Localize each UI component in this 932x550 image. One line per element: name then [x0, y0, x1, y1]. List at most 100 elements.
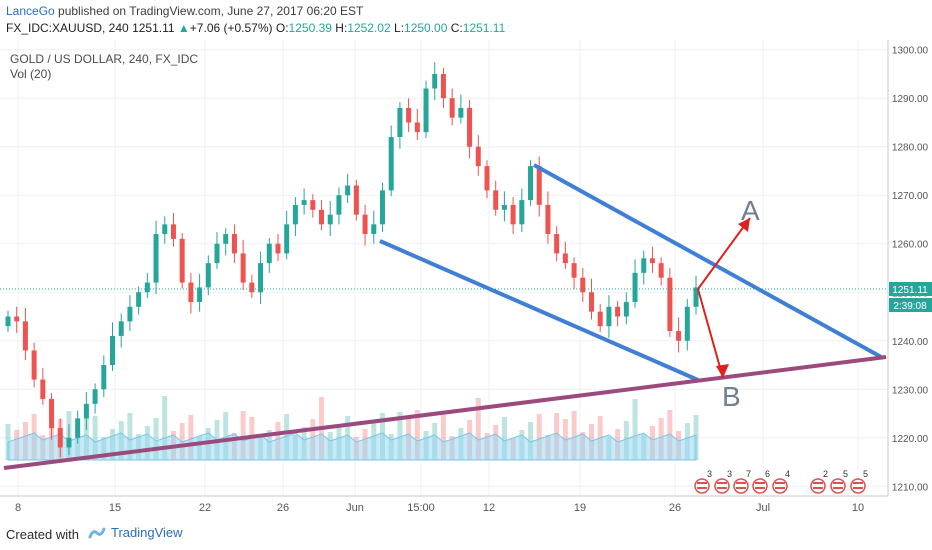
price-axis[interactable]	[888, 40, 932, 518]
candle-body	[440, 73, 446, 99]
candle-body	[519, 200, 525, 225]
candle-body	[83, 403, 89, 419]
symbol-label[interactable]: FX_IDC:XAUUSD, 240	[6, 21, 129, 35]
price-change: +7.06 (+0.57%)	[189, 21, 273, 35]
candle-body	[667, 277, 673, 332]
candle-body	[658, 263, 664, 278]
us-flag-event-icon[interactable]	[810, 478, 826, 494]
candle-body	[597, 311, 603, 327]
channel-lower-line[interactable]	[379, 239, 699, 382]
economic-events: 3 3 7 6 4 2 5 5	[694, 469, 868, 494]
arrow-down-head-icon	[716, 364, 729, 378]
chart-legend-title: GOLD / US DOLLAR, 240, FX_IDC	[10, 52, 198, 66]
candle-body	[310, 200, 316, 210]
event-count: 2	[823, 469, 828, 479]
volume-bar	[153, 418, 159, 460]
candle-body	[580, 277, 586, 293]
candle-body	[75, 418, 81, 438]
volume-bar	[501, 417, 507, 460]
tradingview-brand[interactable]: TradingView	[88, 525, 183, 540]
volume-indicator-label[interactable]: Vol (20)	[10, 67, 51, 81]
us-flag-event-icon[interactable]	[714, 478, 730, 494]
low-label: L:	[394, 21, 405, 35]
arrow-up-head-icon	[738, 218, 750, 232]
flag-stripe	[736, 482, 746, 484]
flag-stripe	[813, 482, 823, 484]
candle-body	[484, 166, 490, 191]
candle-body	[292, 204, 298, 225]
candle-body	[449, 98, 455, 118]
volume-bar	[440, 415, 446, 460]
us-flag-event-icon[interactable]	[694, 478, 710, 494]
volume-bar	[571, 411, 577, 460]
price-tick-label: 1230.00	[892, 385, 929, 396]
volume-bar	[188, 415, 194, 460]
candle-body	[571, 263, 577, 278]
flag-stripe	[833, 487, 843, 489]
candle-body	[475, 146, 481, 167]
time-tick-label: Jul	[756, 502, 770, 514]
time-tick-label: 15	[109, 502, 121, 514]
volume-bar	[162, 396, 168, 460]
time-tick-label: 26	[669, 502, 681, 514]
candle-body	[432, 73, 438, 89]
flag-stripe	[755, 482, 765, 484]
price-chart[interactable]: A B GOLD / US DOLLAR, 240, FX_IDC Vol (2…	[0, 40, 932, 518]
us-flag-event-icon[interactable]	[830, 478, 846, 494]
us-flag-event-icon[interactable]	[850, 478, 866, 494]
candle-body	[127, 306, 133, 322]
candle-body	[588, 292, 594, 312]
volume-bar	[414, 410, 420, 460]
label-a: A	[741, 195, 760, 226]
candle-body	[379, 190, 385, 225]
candle-body	[676, 331, 682, 341]
flag-stripe	[717, 487, 727, 489]
candlesticks	[5, 62, 699, 458]
candle-body	[275, 243, 281, 254]
candle-body	[458, 107, 464, 118]
us-flag-event-icon[interactable]	[772, 478, 788, 494]
candle-body	[14, 316, 20, 322]
arrow-down-line[interactable]	[697, 288, 724, 379]
candle-body	[319, 209, 325, 225]
arrow-up-line[interactable]	[697, 217, 751, 290]
volume-bar	[632, 399, 638, 460]
symbol-ohlc-line: FX_IDC:XAUUSD, 240 1251.11 ▲+7.06 (+0.57…	[6, 21, 505, 35]
event-count: 4	[785, 469, 790, 479]
candle-body	[110, 335, 116, 366]
candle-body	[493, 190, 499, 210]
candle-body	[231, 234, 237, 254]
volume-bar	[397, 412, 403, 460]
last-price: 1251.11	[132, 21, 175, 35]
candle-body	[153, 234, 159, 283]
volume-bar	[127, 413, 133, 460]
flag-stripe	[775, 487, 785, 489]
flag-stripe	[813, 487, 823, 489]
candle-body	[101, 365, 107, 390]
candle-body	[258, 263, 264, 293]
publish-header: LanceGo published on TradingView.com, Ju…	[0, 0, 932, 41]
us-flag-event-icon[interactable]	[733, 478, 749, 494]
support-line[interactable]	[3, 355, 887, 470]
candle-body	[327, 214, 333, 225]
candle-body	[170, 224, 176, 239]
event-count: 5	[863, 469, 868, 479]
candle-body	[144, 282, 150, 293]
author-link[interactable]: LanceGo	[6, 4, 55, 18]
price-tick-label: 1280.00	[892, 143, 929, 154]
candle-body	[423, 88, 429, 133]
flag-stripe	[697, 487, 707, 489]
channel-upper-line[interactable]	[533, 163, 884, 360]
open-value: 1250.39	[288, 21, 332, 35]
candle-body	[693, 287, 699, 307]
volume-ma-area	[7, 432, 697, 461]
candle-body	[545, 204, 551, 235]
flag-stripe	[853, 482, 863, 484]
candle-body	[397, 107, 403, 138]
footer: Created with TradingView	[0, 518, 932, 550]
candle-body	[467, 107, 473, 147]
candle-body	[301, 200, 307, 205]
us-flag-event-icon[interactable]	[752, 478, 768, 494]
candle-body	[179, 238, 185, 283]
event-count: 6	[765, 469, 770, 479]
